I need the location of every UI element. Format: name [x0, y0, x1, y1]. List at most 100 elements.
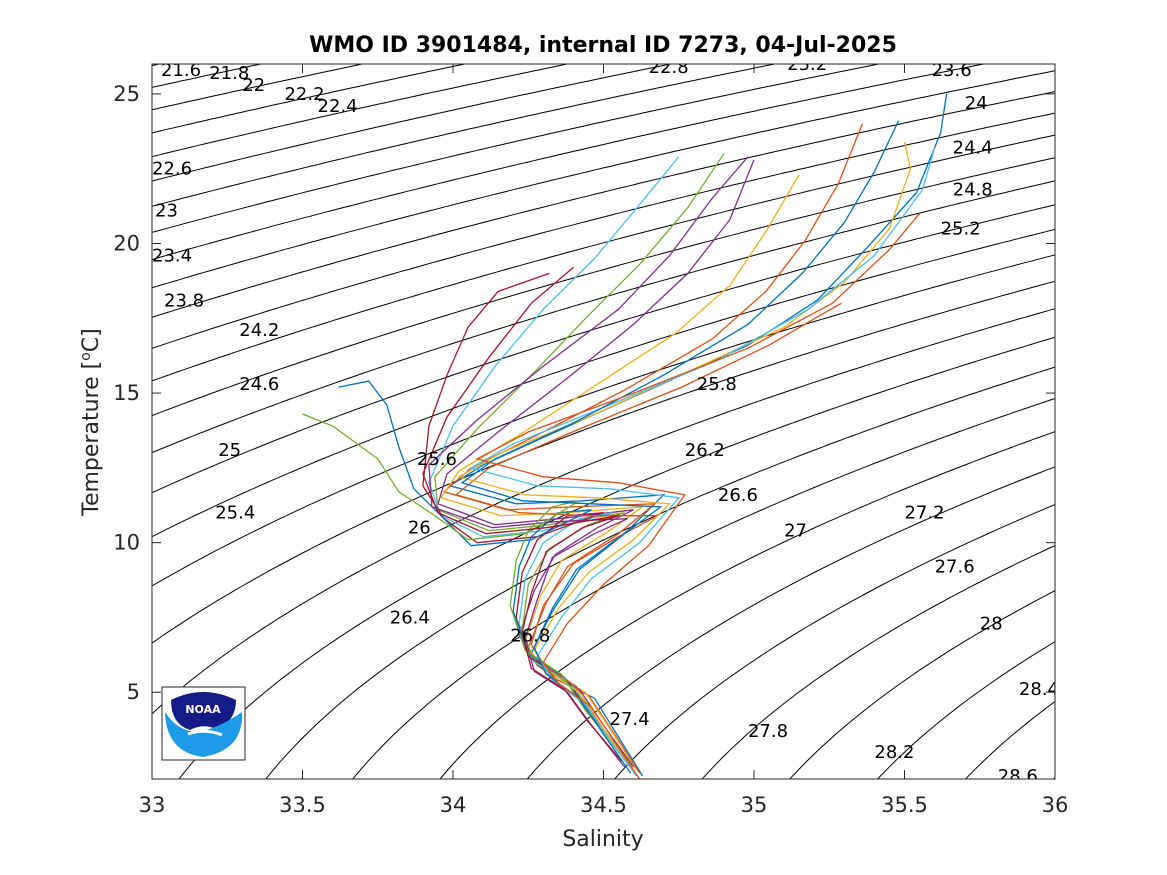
contour-label: 28 [980, 613, 1003, 634]
contour-label: 22.4 [318, 96, 358, 117]
profile-line [428, 156, 749, 768]
x-axis-label: Salinity [562, 827, 643, 852]
y-axis-label: Temperature [oC] [78, 328, 104, 516]
contour-label: 23.8 [164, 290, 204, 311]
x-tick-label: 36 [1042, 793, 1069, 817]
chart-title: WMO ID 3901484, internal ID 7273, 04-Jul… [309, 33, 897, 58]
density-contour [152, 204, 1055, 494]
density-contour [178, 336, 1055, 779]
density-contour [152, 64, 365, 111]
y-axis-label-main: Temperature [ [79, 361, 104, 517]
density-contour [152, 134, 1055, 382]
density-contour [152, 64, 674, 182]
profile-series [302, 93, 948, 779]
density-contour [152, 64, 570, 158]
profile-line [439, 174, 800, 771]
contour-label: 24 [965, 93, 988, 114]
contour-label: 22 [242, 75, 265, 96]
x-tick-label: 34 [440, 793, 467, 817]
density-contour [526, 466, 1055, 779]
contour-label: 28.6 [998, 766, 1038, 787]
contour-label: 22.2 [284, 84, 324, 105]
profile-line [434, 153, 725, 765]
density-contour [1052, 777, 1055, 779]
contour-label: 22.6 [152, 159, 192, 180]
y-axis-label-degree: o [78, 352, 94, 361]
density-contour [152, 64, 987, 261]
density-contour [152, 70, 1055, 289]
density-contour [152, 157, 1055, 417]
density-contour [152, 228, 1055, 538]
contour-label: 27.8 [748, 721, 788, 742]
y-axis: 5 10 15 20 25 [113, 82, 1055, 704]
y-tick-label: 5 [127, 680, 140, 704]
density-contour [876, 641, 1055, 779]
y-tick-label: 20 [113, 231, 140, 255]
density-contour [789, 590, 1055, 779]
profile-line [437, 159, 755, 768]
contour-label: 25.6 [417, 449, 457, 470]
density-contour [152, 64, 778, 207]
x-tick-label: 35 [741, 793, 768, 817]
y-tick-label: 15 [113, 381, 140, 405]
density-contour [439, 431, 1055, 779]
contour-label: 21.6 [161, 60, 201, 81]
contour-label: 28.2 [874, 742, 914, 763]
density-contour [152, 308, 1055, 715]
profile-line [448, 93, 948, 777]
profile-line [454, 302, 842, 765]
noaa-logo-text: NOAA [185, 703, 221, 716]
contour-label: 27.6 [935, 557, 975, 578]
density-contour [152, 64, 882, 233]
contour-label: 25.2 [941, 219, 981, 240]
contour-label: 22.8 [649, 57, 689, 78]
contour-label: 27 [784, 521, 807, 542]
contour-label: 24.4 [953, 138, 993, 159]
contour-label: 23.6 [932, 60, 972, 81]
density-contours [152, 64, 1055, 779]
contour-label: 27.2 [905, 503, 945, 524]
contour-label: 26 [408, 518, 431, 539]
x-tick-label: 33 [139, 793, 166, 817]
profile-line [460, 120, 900, 774]
contour-label: 26.4 [390, 607, 430, 628]
plot-frame [151, 63, 1056, 780]
density-contour [152, 280, 1055, 644]
profile-line [475, 213, 920, 779]
x-axis: 33 33.5 34 34.5 35 35.5 36 [139, 64, 1069, 817]
contour-label: 27.4 [610, 709, 650, 730]
x-tick-label: 35.5 [881, 793, 928, 817]
x-tick-label: 34.5 [580, 793, 627, 817]
contour-label: 25 [218, 440, 241, 461]
profile-line [422, 272, 626, 759]
x-tick-label: 33.5 [279, 793, 326, 817]
contour-label: 25.4 [215, 503, 255, 524]
contour-label: 23.2 [787, 54, 827, 75]
contour-label: 25.8 [697, 374, 737, 395]
density-contour-labels: 21.6 21.822 22.222.4 22.6 22.8 23 23.2 23.4 23.6… [152, 54, 1059, 787]
density-contour [152, 91, 1055, 318]
contour-label: 24.6 [239, 374, 279, 395]
density-contour [265, 366, 1055, 779]
contour-label: 26.6 [718, 485, 758, 506]
profile-line [422, 266, 623, 762]
density-contour [964, 701, 1055, 779]
density-contour [701, 545, 1055, 779]
density-contour [152, 254, 1055, 587]
contour-label: 26.2 [685, 440, 725, 461]
density-contour [352, 398, 1055, 779]
y-tick-label: 25 [113, 82, 140, 106]
profile-line [469, 147, 936, 777]
contour-label: 28.4 [1019, 679, 1059, 700]
profile-line [442, 123, 864, 774]
noaa-logo: NOAA [161, 686, 246, 761]
contour-label: 24.8 [953, 180, 993, 201]
y-tick-label: 10 [113, 531, 140, 555]
contour-label: 26.8 [510, 625, 550, 646]
density-contour [152, 112, 1055, 349]
contour-label: 23.4 [152, 245, 192, 266]
density-contour [613, 504, 1055, 779]
contour-label: 21.8 [209, 63, 249, 84]
density-contour [152, 180, 1055, 454]
